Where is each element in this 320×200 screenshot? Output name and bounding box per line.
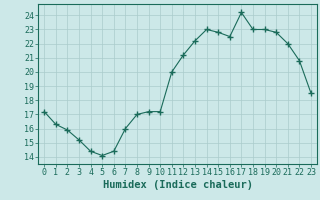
X-axis label: Humidex (Indice chaleur): Humidex (Indice chaleur) [103, 180, 252, 190]
